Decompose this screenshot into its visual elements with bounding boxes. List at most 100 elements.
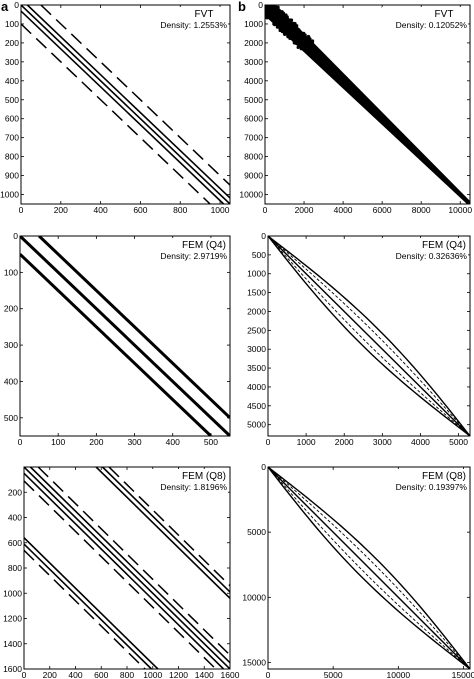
y-tick-label: 300 (4, 340, 18, 350)
y-tick-label: 4000 (244, 76, 263, 86)
annotation-background (142, 7, 228, 31)
sparsity-marks (265, 1, 470, 204)
diagonal-band-7 (101, 467, 230, 593)
y-tick-label: 2500 (247, 325, 266, 335)
x-tick-label: 3000 (373, 437, 392, 447)
nonzero-point (296, 45, 300, 49)
panel-title: FEM (Q4) (422, 240, 466, 251)
envelope-inner-upper (268, 467, 470, 669)
x-tick-label: 1600 (221, 670, 240, 679)
nonzero-point (290, 36, 294, 40)
y-tick-label: 7000 (244, 133, 263, 143)
density-label: Density: 0.32636% (396, 251, 468, 261)
x-tick-label: 8000 (412, 205, 431, 215)
y-tick-label: 200 (4, 304, 18, 314)
x-tick-label: 10000 (448, 205, 472, 215)
density-label: Density: 0.12052% (396, 20, 468, 30)
x-tick-label: 0 (22, 670, 27, 679)
nonzero-point (288, 19, 292, 23)
x-tick-label: 0 (19, 205, 24, 215)
nonzero-point (286, 33, 290, 37)
nonzero-point (267, 1, 270, 4)
y-tick-label: 500 (5, 95, 19, 105)
x-tick-label: 4000 (411, 437, 430, 447)
nonzero-point (306, 34, 311, 39)
panel-letter-a: a (1, 0, 9, 14)
diagonal-band-1 (21, 5, 230, 204)
sparsity-marks (268, 236, 470, 436)
nonzero-point (306, 40, 310, 45)
nonzero-point (302, 47, 306, 51)
y-tick-label: 3500 (247, 363, 266, 373)
diagonal-band-1 (24, 467, 230, 669)
y-tick-label: 400 (8, 513, 22, 523)
nonzero-point (281, 26, 285, 30)
diagonal-band-8 (108, 467, 230, 587)
y-tick-label: 5000 (247, 527, 266, 537)
nonzero-point (268, 5, 273, 7)
diagonal-band-2 (29, 467, 230, 664)
x-tick-label: 5000 (324, 670, 343, 679)
x-tick-label: 200 (54, 205, 68, 215)
x-tick-label: 4000 (334, 205, 353, 215)
y-tick-label: 800 (8, 563, 22, 573)
nonzero-point (290, 31, 294, 35)
y-tick-label: 4500 (247, 401, 266, 411)
main-diagonal (268, 467, 470, 669)
x-tick-label: 400 (68, 670, 82, 679)
y-tick-label: 500 (4, 413, 18, 423)
y-tick-label: 0 (13, 231, 18, 241)
x-tick-label: 1400 (195, 670, 214, 679)
y-tick-label: 600 (8, 538, 22, 548)
nonzero-point (284, 13, 288, 17)
x-tick-label: 200 (89, 437, 103, 447)
y-tick-label: 9000 (244, 171, 263, 181)
diagonal-band-3 (24, 472, 225, 669)
diagonal-band-2 (26, 5, 230, 199)
diagonal-band-5 (21, 23, 211, 204)
nonzero-point (282, 31, 286, 36)
density-label: Density: 1.2553% (160, 20, 227, 30)
x-tick-label: 1000 (211, 205, 230, 215)
envelope-inner-lower (268, 236, 470, 436)
nonzero-point (280, 17, 284, 21)
nonzero-point (281, 13, 285, 17)
y-tick-label: 2000 (244, 38, 263, 48)
nonzero-point (308, 37, 312, 41)
nonzero-point (284, 19, 289, 24)
nonzero-point (265, 10, 267, 15)
panel-letter-b: b (238, 0, 246, 14)
y-tick-label: 200 (5, 38, 19, 48)
diagonal-band-5 (24, 480, 217, 669)
y-tick-label: 0 (14, 0, 19, 10)
nonzero-point (281, 29, 285, 33)
matrix-band (265, 5, 470, 204)
nonzero-point (267, 1, 270, 4)
annotation-background (142, 469, 228, 493)
y-tick-label: 400 (5, 76, 19, 86)
panel-title: FEM (Q8) (422, 471, 466, 482)
y-tick-label: 500 (252, 250, 266, 260)
y-tick-label: 5000 (247, 420, 266, 430)
annotation-background (142, 238, 228, 262)
nonzero-point (295, 40, 300, 44)
panel-title: FVT (195, 9, 214, 20)
nonzero-point (274, 13, 278, 17)
panel-1: 0 200 400 600 800 100001002003004005006007008… (0, 0, 231, 215)
x-tick-label: 10000 (387, 670, 411, 679)
x-tick-label: 6000 (373, 205, 392, 215)
x-tick-label: 0 (263, 205, 268, 215)
nonzero-point (298, 39, 302, 43)
nonzero-point (292, 21, 296, 25)
panel-2: 0 2000 4000 6000 8000 10000010002000300040005… (239, 0, 472, 215)
diagonal-band-3 (21, 10, 225, 204)
y-tick-label: 0 (258, 0, 263, 10)
x-tick-label: 300 (127, 437, 141, 447)
annotation-background (382, 7, 468, 31)
density-label: Density: 0.19397% (396, 482, 468, 492)
y-tick-label: 0 (261, 231, 266, 241)
panel-title: FEM (Q8) (182, 471, 226, 482)
nonzero-point (275, 17, 279, 22)
nonzero-point (301, 42, 305, 46)
panel-4: 0 1000 2000 3000 4000 50000500100015002000250… (247, 231, 471, 447)
